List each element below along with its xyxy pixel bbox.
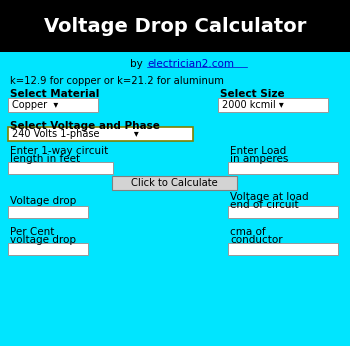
FancyBboxPatch shape: [8, 98, 98, 112]
Text: by: by: [130, 59, 146, 69]
Text: Voltage drop: Voltage drop: [10, 196, 76, 206]
Text: in amperes: in amperes: [230, 154, 288, 164]
Text: voltage drop: voltage drop: [10, 235, 76, 245]
Text: Voltage Drop Calculator: Voltage Drop Calculator: [44, 17, 306, 36]
Text: Select Voltage and Phase: Select Voltage and Phase: [10, 121, 160, 131]
Text: 2000 kcmil ▾: 2000 kcmil ▾: [222, 100, 284, 110]
FancyBboxPatch shape: [0, 52, 350, 346]
Text: length in feet: length in feet: [10, 154, 80, 164]
Text: 240 Volts 1-phase           ▾: 240 Volts 1-phase ▾: [12, 129, 139, 139]
Text: cma of: cma of: [230, 227, 266, 237]
FancyBboxPatch shape: [0, 0, 350, 52]
FancyBboxPatch shape: [228, 243, 338, 255]
Text: end of circuit: end of circuit: [230, 200, 299, 210]
Text: Enter 1-way circuit: Enter 1-way circuit: [10, 146, 108, 156]
Text: k=12.9 for copper or k=21.2 for aluminum: k=12.9 for copper or k=21.2 for aluminum: [10, 76, 224, 86]
Text: Enter Load: Enter Load: [230, 146, 286, 156]
Text: conductor: conductor: [230, 235, 283, 245]
FancyBboxPatch shape: [8, 162, 113, 174]
Text: Per Cent: Per Cent: [10, 227, 54, 237]
FancyBboxPatch shape: [228, 206, 338, 218]
FancyBboxPatch shape: [228, 162, 338, 174]
Text: Select Size: Select Size: [220, 89, 285, 99]
FancyBboxPatch shape: [218, 98, 328, 112]
Text: electrician2.com: electrician2.com: [147, 59, 234, 69]
FancyBboxPatch shape: [8, 206, 88, 218]
FancyBboxPatch shape: [8, 243, 88, 255]
Text: Select Material: Select Material: [10, 89, 99, 99]
FancyBboxPatch shape: [112, 176, 237, 190]
Text: Voltage at load: Voltage at load: [230, 192, 309, 202]
Text: Click to Calculate: Click to Calculate: [131, 178, 217, 188]
FancyBboxPatch shape: [8, 127, 193, 141]
Text: Copper  ▾: Copper ▾: [12, 100, 58, 110]
